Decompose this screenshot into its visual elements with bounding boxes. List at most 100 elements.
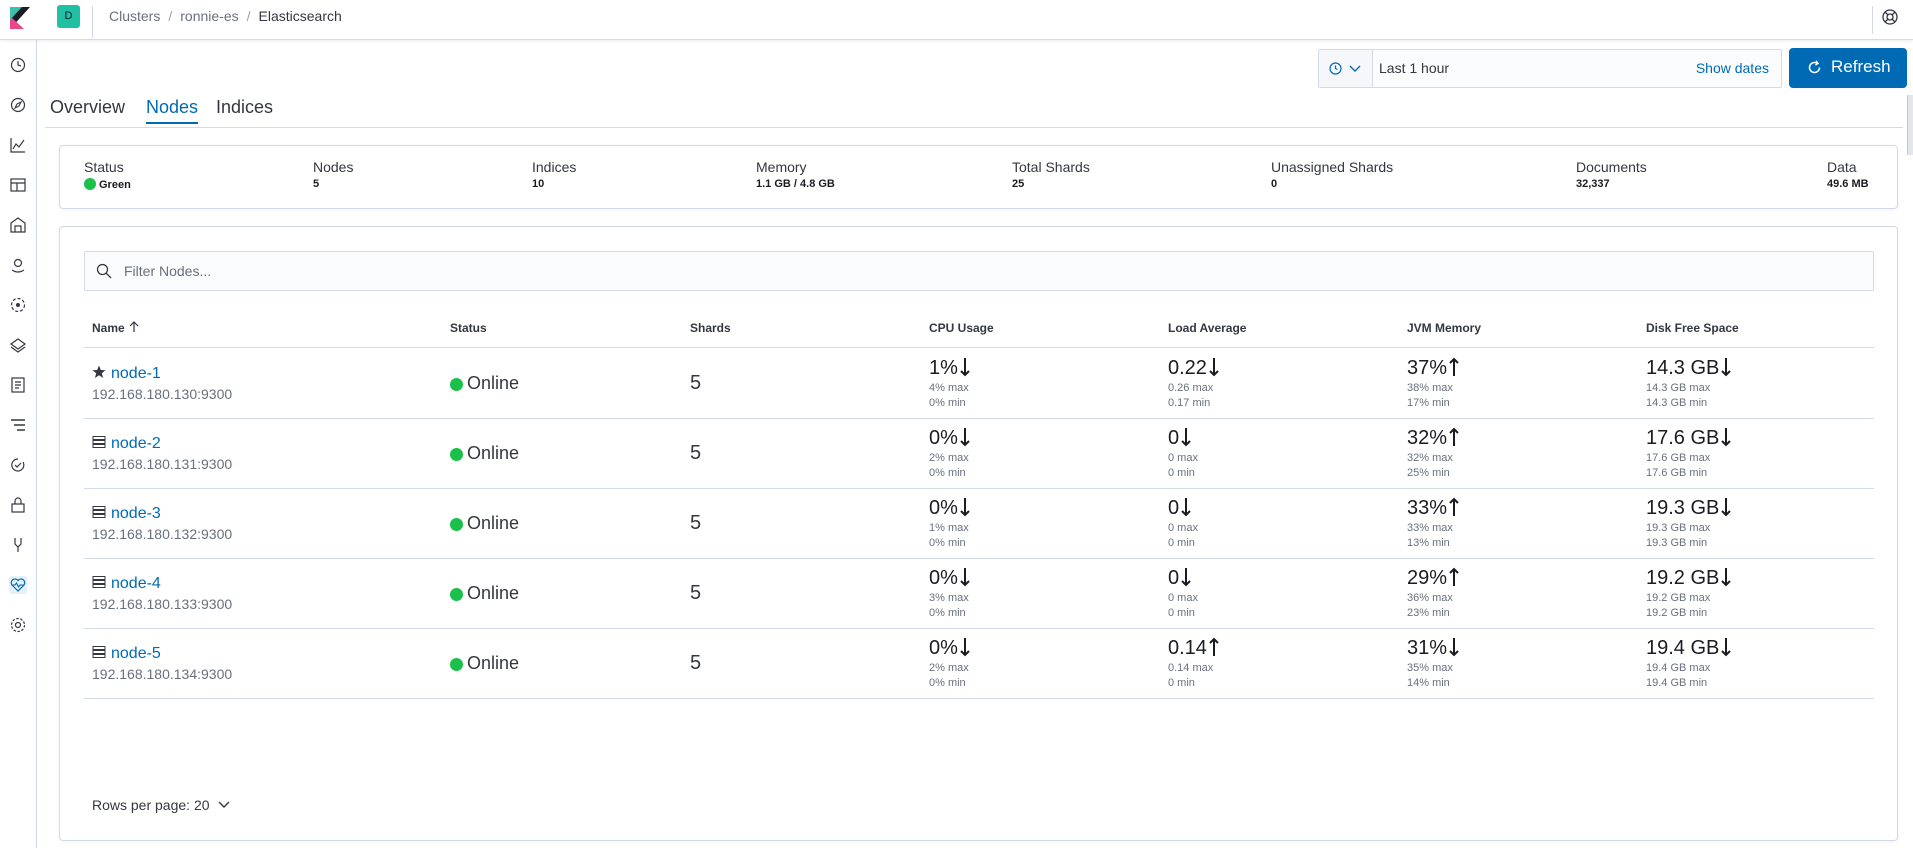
arrow-down-icon <box>1721 638 1732 657</box>
node-link[interactable]: node-3 <box>111 505 161 522</box>
show-dates-link[interactable]: Show dates <box>1695 60 1769 76</box>
metric-min: 23% min <box>1407 607 1450 619</box>
rows-per-page-button[interactable]: Rows per page: 20 <box>92 797 230 813</box>
table-row: node-5 192.168.180.134:9300 Online 5 0% 2% ma… <box>84 629 1874 699</box>
metric-value: 0 <box>1168 427 1180 449</box>
node-link[interactable]: node-4 <box>111 575 161 592</box>
node-status: Online <box>450 583 519 604</box>
metric-value: 0% <box>929 497 958 519</box>
node-name-cell: node-4 192.168.180.133:9300 <box>92 575 232 612</box>
compass-icon[interactable] <box>9 96 27 114</box>
arrow-down-icon <box>960 568 970 587</box>
kibana-logo-icon[interactable] <box>10 7 30 29</box>
rows-per-page-label: Rows per page: 20 <box>92 797 210 813</box>
metric-max: 36% max <box>1407 592 1453 604</box>
stat-label: Memory <box>756 159 807 175</box>
metric-min: 17.6 GB min <box>1646 467 1708 479</box>
stat-value: 32,337 <box>1576 178 1610 190</box>
load-average-current: 0.22 <box>1168 357 1219 380</box>
refresh-label: Refresh <box>1831 57 1891 76</box>
management-icon[interactable] <box>9 616 27 634</box>
breadcrumb-cluster[interactable]: ronnie-es <box>180 8 239 24</box>
node-link[interactable]: node-1 <box>111 365 161 382</box>
refresh-button[interactable]: Refresh <box>1789 48 1907 88</box>
node-name-cell: node-5 192.168.180.134:9300 <box>92 645 232 682</box>
metric-min: 14% min <box>1407 677 1450 689</box>
column-header-load[interactable]: Load Average <box>1168 321 1247 335</box>
siem-icon[interactable] <box>9 496 27 514</box>
health-dot <box>84 178 96 190</box>
stat-label: Data <box>1827 159 1857 175</box>
arrow-down-icon <box>960 358 970 377</box>
node-status: Online <box>450 653 519 674</box>
column-header-status[interactable]: Status <box>450 321 487 335</box>
apm-icon[interactable] <box>9 416 27 434</box>
visualize-icon[interactable] <box>9 136 27 154</box>
jvm-memory-cell: 29% 36% max 23% min <box>1407 567 1459 619</box>
jvm-memory-current: 37% <box>1407 357 1459 380</box>
table-header: Name Status Shards CPU Usage Load Averag… <box>84 321 1874 348</box>
column-header-cpu[interactable]: CPU Usage <box>929 321 994 335</box>
quick-menu-button[interactable] <box>1319 50 1373 87</box>
node-name-line: node-4 <box>92 575 232 593</box>
logs-icon[interactable] <box>9 376 27 394</box>
node-link[interactable]: node-2 <box>111 435 161 452</box>
disk-free-space-cell: 19.4 GB 19.4 GB max 19.4 GB min <box>1646 637 1732 689</box>
breadcrumb-clusters[interactable]: Clusters <box>109 8 161 24</box>
stat-data: Data 49.6 MB <box>1827 159 1869 190</box>
column-header-disk[interactable]: Disk Free Space <box>1646 321 1739 335</box>
tab-nodes[interactable]: Nodes <box>146 97 199 124</box>
metric-min: 14.3 GB min <box>1646 397 1708 409</box>
header-divider-right <box>1872 6 1873 34</box>
uptime-icon[interactable] <box>9 456 27 474</box>
metric-min: 0.17 min <box>1168 397 1211 409</box>
cpu-usage-cell: 0% 3% max 0% min <box>929 567 970 619</box>
help-icon[interactable] <box>1881 8 1899 26</box>
column-header-shards[interactable]: Shards <box>690 321 731 335</box>
node-address: 192.168.180.134:9300 <box>92 666 233 682</box>
jvm-memory-cell: 37% 38% max 17% min <box>1407 357 1459 409</box>
tab-indices[interactable]: Indices <box>216 97 274 117</box>
metric-value: 19.2 GB <box>1646 567 1720 589</box>
metric-min: 25% min <box>1407 467 1450 479</box>
filter-nodes-input[interactable] <box>124 252 1864 290</box>
canvas-icon[interactable] <box>9 216 27 234</box>
jvm-memory-cell: 33% 33% max 13% min <box>1407 497 1459 549</box>
table-row: node-4 192.168.180.133:9300 Online 5 0% 3% ma… <box>84 559 1874 629</box>
scrollbar-thumb[interactable] <box>1907 95 1913 155</box>
metric-min: 19.2 GB min <box>1646 607 1708 619</box>
maps-icon[interactable] <box>9 256 27 274</box>
metric-max: 0.26 max <box>1168 382 1214 394</box>
status-text: Online <box>467 653 520 673</box>
ml-icon[interactable] <box>9 296 27 314</box>
stat-indices: Indices 10 <box>532 159 576 190</box>
stat-label: Status <box>84 159 124 175</box>
node-address: 192.168.180.133:9300 <box>92 596 233 612</box>
infrastructure-icon[interactable] <box>9 336 27 354</box>
metric-value: 0% <box>929 427 958 449</box>
table-row: node-1 192.168.180.130:9300 Online 5 1% 4% ma… <box>84 349 1874 419</box>
metric-value: 0% <box>929 567 958 589</box>
tab-overview[interactable]: Overview <box>50 97 126 117</box>
arrow-down-icon <box>1721 358 1732 377</box>
stat-value: 25 <box>1012 178 1025 190</box>
clock-icon[interactable] <box>9 56 27 74</box>
node-link[interactable]: node-5 <box>111 645 161 662</box>
space-avatar[interactable]: D <box>57 5 80 28</box>
load-average-current: 0 <box>1168 567 1198 590</box>
load-average-current: 0 <box>1168 427 1198 450</box>
disk-free-space-current: 19.4 GB <box>1646 637 1732 660</box>
status-dot <box>450 518 463 531</box>
load-average-cell: 0.14 0.14 max 0 min <box>1168 637 1219 689</box>
cpu-usage-current: 0% <box>929 427 970 450</box>
time-range-text[interactable]: Last 1 hour <box>1379 60 1450 76</box>
cpu-usage-cell: 1% 4% max 0% min <box>929 357 970 409</box>
storage-icon <box>92 506 106 518</box>
table-row: node-3 192.168.180.132:9300 Online 5 0% 1% ma… <box>84 489 1874 559</box>
column-header-name[interactable]: Name <box>92 321 139 335</box>
dashboard-icon[interactable] <box>9 176 27 194</box>
star-icon <box>92 365 106 378</box>
dev-tools-icon[interactable] <box>9 536 27 554</box>
column-header-jvm[interactable]: JVM Memory <box>1407 321 1482 335</box>
monitoring-icon[interactable] <box>9 576 27 594</box>
